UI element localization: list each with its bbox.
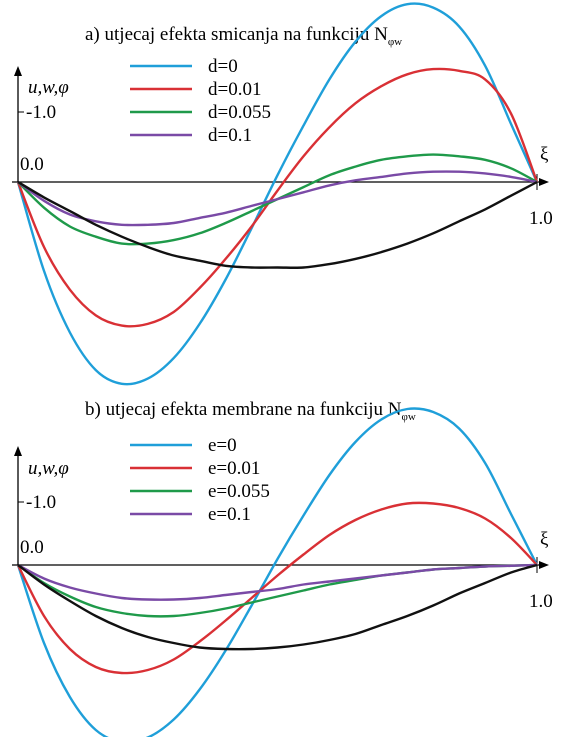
x-axis-arrow [539, 178, 549, 186]
chart-title: b) utjecaj efekta membrane na funkciju N… [85, 399, 416, 423]
y-axis-arrow [14, 66, 22, 76]
legend-label: e=0 [208, 435, 237, 456]
series-line-d-0-1 [17, 170, 538, 227]
series-line-e-0-055 [17, 563, 538, 618]
x-tick-label-one: 1.0 [529, 208, 553, 229]
legend-label: d=0 [208, 56, 238, 77]
x-axis-label: ξ [540, 529, 549, 550]
chart-1: a) utjecaj efekta smicanja na funkciju N… [12, 2, 553, 386]
series-line-e-0-01 [16, 501, 538, 675]
legend-label: e=0.1 [208, 504, 251, 525]
series-line-reference [17, 563, 538, 651]
series-line-reference [17, 180, 538, 269]
legend-label: e=0.055 [208, 481, 270, 502]
x-axis-label: ξ [540, 144, 549, 165]
y-axis-arrow [14, 446, 22, 456]
legend-label: d=0.055 [208, 102, 271, 123]
legend-label: d=0.01 [208, 79, 261, 100]
legend-label: e=0.01 [208, 458, 260, 479]
y-axis-label: u,w,φ [28, 77, 69, 98]
chart-title-subscript: φw [402, 411, 416, 423]
series-line-e-0 [16, 407, 539, 737]
legend-label: d=0.1 [208, 125, 252, 146]
y-tick-label: -1.0 [26, 492, 56, 513]
chart-2: b) utjecaj efekta membrane na funkciju N… [12, 399, 553, 737]
x-tick-label-zero: 0.0 [20, 537, 44, 558]
y-tick-label: -1.0 [26, 102, 56, 123]
y-axis-label: u,w,φ [28, 458, 69, 479]
series-line-d-0-01 [16, 67, 539, 328]
chart-title-subscript: φw [388, 36, 402, 48]
chart-title: a) utjecaj efekta smicanja na funkciju N… [85, 24, 402, 48]
x-tick-label-one: 1.0 [529, 591, 553, 612]
series-line-d-0 [16, 2, 539, 386]
x-tick-label-zero: 0.0 [20, 154, 44, 175]
series-line-e-0-1 [17, 563, 538, 601]
x-axis-arrow [539, 561, 549, 569]
